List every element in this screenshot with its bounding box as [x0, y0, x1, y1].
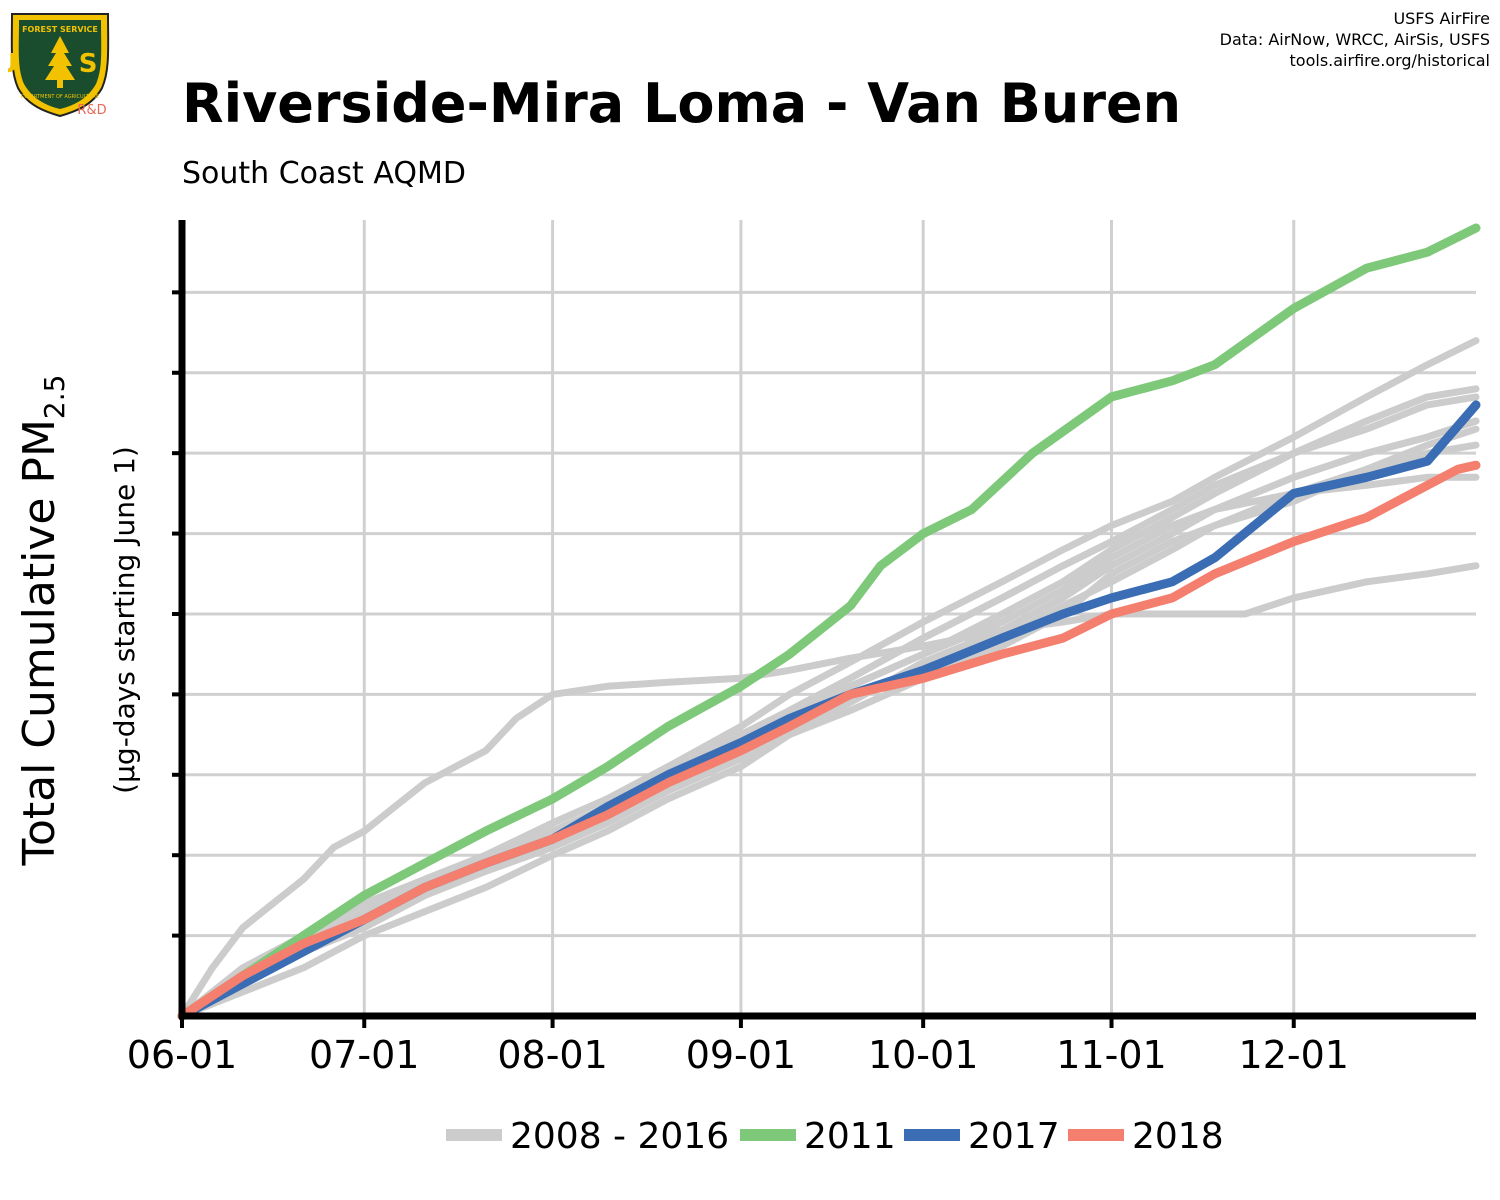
legend-label: 2011: [804, 1116, 896, 1157]
x-tick-label: 11-01: [1056, 1033, 1166, 1077]
legend: 2008 - 2016 2011 2017 2018: [446, 1116, 1224, 1157]
credits-block: USFS AirFire Data: AirNow, WRCC, AirSis,…: [1220, 8, 1490, 71]
grid-layer: [182, 220, 1476, 1016]
logo-bottom-text: DEPARTMENT OF AGRICULTURE: [21, 94, 99, 100]
x-tick-label: 06-01: [127, 1033, 237, 1077]
y-axis-title: Total Cumulative PM2.5: [14, 375, 71, 867]
series-line-2008-2016-4: [178, 417, 1480, 1020]
legend-label: 2008 - 2016: [510, 1116, 729, 1157]
legend-label: 2017: [968, 1116, 1060, 1157]
logo-letters: U S: [8, 49, 112, 79]
logo-top-text: FOREST SERVICE: [22, 25, 98, 34]
y-axis-title-main: Total Cumulative PM: [14, 419, 65, 866]
legend-label: 2018: [1132, 1116, 1224, 1157]
usfs-shield-logo: FOREST SERVICE U S DEPARTMENT OF AGRICUL…: [8, 13, 112, 118]
x-tick-label: 07-01: [309, 1033, 419, 1077]
series-line-2018-11: [177, 460, 1481, 1021]
x-tick-label: 10-01: [868, 1033, 978, 1077]
x-tick-label: 12-01: [1239, 1033, 1349, 1077]
label-layer: Total Cumulative PM2.5 (µg-days starting…: [14, 375, 141, 867]
page-title: Riverside-Mira Loma - Van Buren: [182, 72, 1182, 135]
credits-line-source: USFS AirFire: [1393, 9, 1490, 28]
x-tick-label: 08-01: [497, 1033, 607, 1077]
rd-badge: R&D: [77, 103, 106, 118]
axis-layer: 06-01 07-01 08-01 09-01 10-01 11-01 12-01: [127, 220, 1476, 1077]
series-line-2008-2016-7: [178, 562, 1480, 1020]
y-axis-title-subscript: 2.5: [38, 375, 71, 420]
x-tick-label: 09-01: [686, 1033, 796, 1077]
series-line-2011-9: [177, 223, 1481, 1021]
credits-line-data: Data: AirNow, WRCC, AirSis, USFS: [1219, 30, 1490, 49]
tree-icon: [45, 36, 75, 88]
credits-line-url: tools.airfire.org/historical: [1289, 51, 1490, 70]
series-line-2008-2016-0: [178, 337, 1480, 1020]
series-line-2008-2016-6: [178, 441, 1480, 1020]
y-axis-subtitle: (µg-days starting June 1): [108, 446, 141, 794]
series-layer: [177, 223, 1481, 1021]
page-subtitle: South Coast AQMD: [182, 156, 466, 191]
